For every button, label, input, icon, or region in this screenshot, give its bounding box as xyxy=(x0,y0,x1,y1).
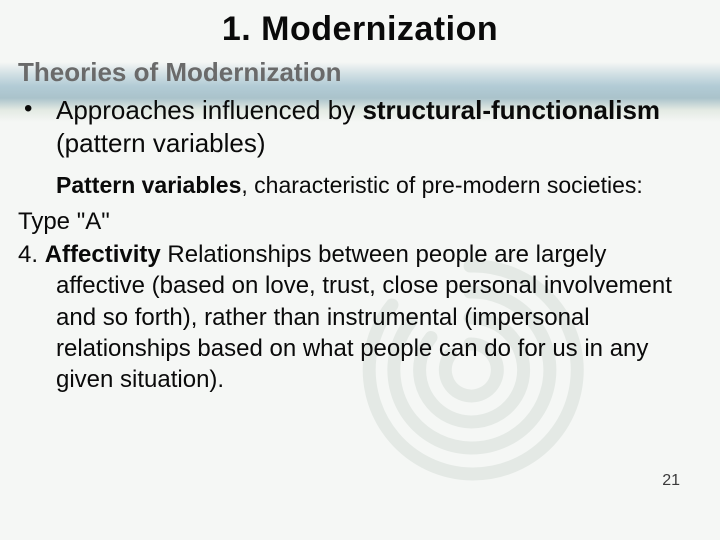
bullet-text: Approaches influenced by structural-func… xyxy=(56,94,702,161)
item-4: 4. Affectivity Relationships between peo… xyxy=(18,239,702,395)
item-4-number: 4. xyxy=(18,241,45,268)
pv-bold: Pattern variables xyxy=(56,172,241,198)
item-4-label: Affectivity xyxy=(45,241,161,268)
pattern-variables-intro: Pattern variables, characteristic of pre… xyxy=(18,171,702,200)
item-4-body-rest: affective (based on love, trust, close p… xyxy=(18,270,702,395)
slide-subtitle: Theories of Modernization xyxy=(18,57,702,88)
slide: 1. Modernization Theories of Modernizati… xyxy=(0,0,720,540)
bullet-pre: Approaches influenced by xyxy=(56,95,362,125)
slide-title: 1. Modernization xyxy=(18,10,702,49)
bullet-item: • Approaches influenced by structural-fu… xyxy=(18,94,702,161)
item-4-body-first: Relationships between people are largely xyxy=(161,241,607,268)
page-number: 21 xyxy=(662,472,680,490)
bullet-bold: structural-functionalism xyxy=(362,95,660,125)
bullet-post: (pattern variables) xyxy=(56,128,266,158)
type-a-label: Type "A" xyxy=(18,206,702,237)
bullet-marker: • xyxy=(18,94,56,125)
pv-rest: , characteristic of pre-modern societies… xyxy=(241,172,642,198)
